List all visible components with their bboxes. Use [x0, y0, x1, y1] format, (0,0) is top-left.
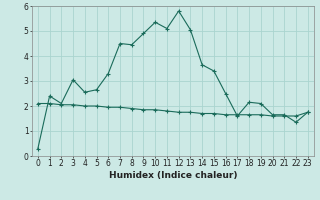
- X-axis label: Humidex (Indice chaleur): Humidex (Indice chaleur): [108, 171, 237, 180]
